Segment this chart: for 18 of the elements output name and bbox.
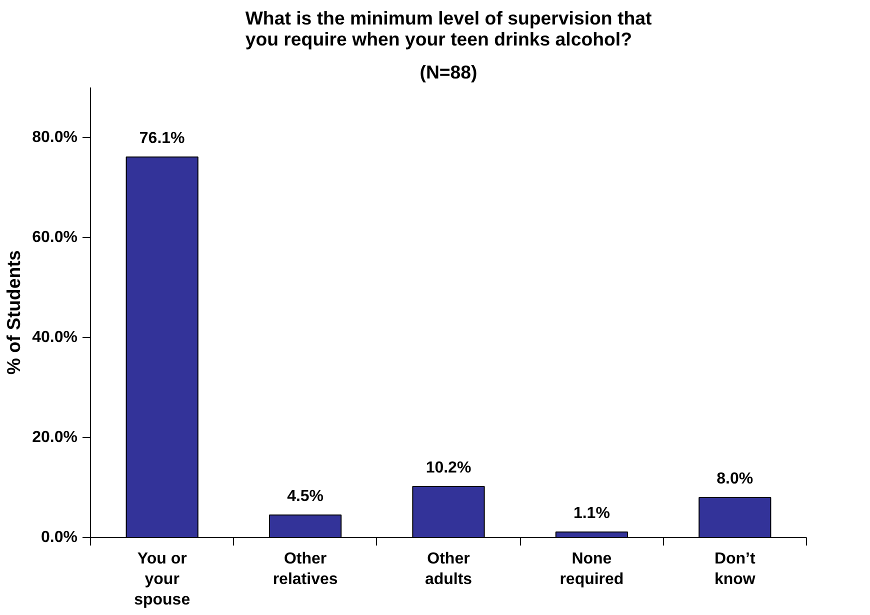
data-label: 76.1% bbox=[139, 130, 185, 147]
y-tick-label: 60.0% bbox=[32, 229, 78, 246]
chart-title: What is the minimum level of supervision that you require when your teen drinks alcohol? bbox=[245, 8, 652, 50]
x-tick-label: You or your spouse bbox=[134, 550, 190, 608]
y-axis-title: % of Students bbox=[3, 250, 24, 375]
x-tick-label: Don’t know bbox=[714, 550, 756, 588]
y-tick-label: 40.0% bbox=[32, 329, 78, 346]
y-tick-label: 80.0% bbox=[32, 129, 78, 146]
chart-subtitle: (N=88) bbox=[420, 62, 478, 82]
x-tick-label: Other relatives bbox=[272, 550, 338, 588]
data-label: 8.0% bbox=[716, 470, 754, 488]
x-tick-label: Other adults bbox=[424, 550, 472, 588]
data-label: 4.5% bbox=[287, 488, 324, 505]
y-tick-label: 0.0% bbox=[41, 529, 78, 546]
data-label: 1.1% bbox=[573, 505, 610, 522]
x-tick-label: None required bbox=[560, 550, 624, 588]
data-label: 10.2% bbox=[426, 460, 472, 476]
y-tick-label: 20.0% bbox=[32, 429, 78, 446]
